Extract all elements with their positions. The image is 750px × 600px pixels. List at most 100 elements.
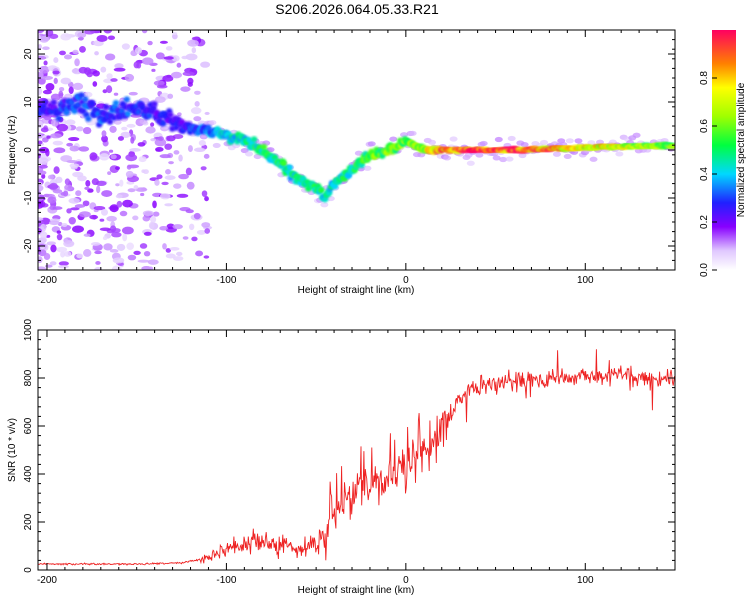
- spectrogram-noise-blob: [116, 200, 123, 208]
- spectrogram-noise-blob: [41, 173, 46, 179]
- spectrogram-noise-blob: [59, 50, 66, 56]
- spectrogram-halo: [367, 141, 376, 147]
- colorbar: 0.0 0.2 0.4 0.6 0.8 Normalized spectral ampl…: [699, 30, 747, 277]
- spectrogram-noise-blob: [89, 214, 99, 220]
- spectrogram-noise-blob: [102, 89, 108, 94]
- spectrogram-noise-blob: [204, 111, 210, 115]
- spectrogram-noise-blob: [115, 183, 120, 187]
- spectrogram-halo: [503, 142, 512, 149]
- snr-series-line: [38, 349, 675, 567]
- spectrogram-noise-blob: [53, 57, 59, 64]
- spectrogram-noise-blob: [161, 181, 169, 186]
- spectrogram-noise-blob: [38, 71, 44, 78]
- snr-x-label: Height of straight line (km): [298, 585, 415, 596]
- spectrogram-noise-blob: [101, 190, 113, 197]
- spectrogram-noise-blob: [129, 148, 141, 152]
- spectrogram-halo: [466, 160, 475, 166]
- spectrogram-noise-blob: [136, 62, 142, 69]
- spectrogram-noise-blob: [148, 266, 154, 270]
- spectrogram-halo: [400, 132, 409, 138]
- spectrogram-noise-blob: [204, 196, 209, 202]
- spectrogram-halo: [505, 156, 514, 162]
- spectrogram-noise-blob: [178, 173, 189, 180]
- spectrogram-noise-blob: [110, 78, 118, 82]
- spectrogram-ridge-cell: [85, 115, 92, 122]
- spectrogram-noise-blob: [78, 36, 84, 41]
- spectrogram-noise-blob: [68, 216, 76, 225]
- spectrogram-noise-blob: [155, 52, 165, 60]
- colorbar-ticks: 0.0 0.2 0.4 0.6 0.8: [699, 71, 717, 277]
- spectrogram-noise-blob: [83, 91, 93, 98]
- spectrogram-noise-blob: [76, 253, 84, 259]
- spectrogram-noise-blob: [148, 221, 155, 230]
- spectrogram-noise-blob: [109, 125, 117, 133]
- spectrogram-halo: [113, 119, 122, 125]
- spectrogram-halo: [540, 139, 549, 146]
- spectrogram-noise-blob: [109, 204, 119, 213]
- spectrogram-noise-blob: [201, 190, 208, 197]
- spectrogram-noise-blob: [53, 77, 58, 84]
- spectrogram-noise-blob: [159, 226, 169, 231]
- spectrogram-y-tick-label: -10: [23, 190, 34, 205]
- spectrogram-halo: [199, 134, 208, 140]
- spectrogram-noise-blob: [49, 261, 57, 266]
- spectrogram-noise-blob: [116, 243, 126, 251]
- spectrogram-noise-blob: [56, 233, 63, 241]
- spectrogram-noise-blob: [126, 242, 135, 250]
- spectrogram-noise-blob: [134, 47, 143, 55]
- spectrogram-x-tick-label: 100: [577, 275, 594, 286]
- spectrogram-noise-blob: [78, 146, 90, 152]
- spectrogram-noise-blob: [143, 169, 149, 175]
- spectrogram-ridge-cell: [205, 124, 212, 131]
- spectrogram-noise-blob: [42, 46, 50, 51]
- spectrogram-ridge-cell: [146, 112, 153, 119]
- spectrogram-noise-blob: [165, 248, 172, 253]
- snr-y-tick-label: 600: [23, 417, 34, 434]
- spectrogram-noise-blob: [84, 30, 95, 35]
- spectrogram-noise-blob: [72, 49, 79, 55]
- spectrogram-noise-blob: [58, 261, 69, 266]
- spectrogram-noise-blob: [187, 77, 194, 85]
- spectrogram-halo: [479, 140, 488, 147]
- spectrogram-noise-blob: [137, 142, 146, 147]
- spectrogram-noise-blob: [78, 211, 91, 218]
- spectrogram-noise-blob: [171, 55, 180, 62]
- spectrogram-noise-blob: [39, 246, 45, 250]
- spectrogram-ridge-cell: [135, 108, 142, 115]
- spectrogram-noise-blob: [60, 191, 67, 196]
- spectrogram-noise-blob: [45, 82, 55, 91]
- spectrogram-noise-blob: [121, 226, 134, 235]
- spectrogram-noise-blob: [61, 222, 68, 228]
- spectrogram-noise-blob: [162, 243, 167, 250]
- chart-title: S206.2026.064.05.33.R21: [275, 1, 439, 17]
- colorbar-tick-label: 0.8: [699, 71, 710, 85]
- spectrogram-noise-blob: [121, 126, 128, 131]
- spectrogram-halo: [193, 116, 202, 122]
- spectrogram-noise-blob: [155, 148, 160, 152]
- spectrogram-noise-blob: [38, 140, 43, 145]
- spectrogram-halo: [212, 142, 221, 149]
- spectrogram-noise-blob: [38, 157, 49, 165]
- spectrogram-noise-blob: [177, 112, 182, 117]
- snr-x-tick-label: -200: [37, 575, 57, 586]
- spectrogram-noise-blob: [187, 39, 199, 47]
- spectrogram-noise-blob: [99, 153, 110, 161]
- spectrogram-noise-blob: [38, 44, 42, 50]
- spectrogram-noise-blob: [71, 68, 78, 74]
- spectrogram-noise-blob: [74, 58, 80, 67]
- spectrogram-halo: [595, 139, 604, 145]
- spectrogram-noise-blob: [72, 225, 84, 233]
- spectrogram-noise-blob: [185, 167, 192, 176]
- spectrogram-noise-blob: [66, 142, 74, 147]
- spectrogram-halo: [507, 135, 516, 142]
- spectrogram-noise-blob: [111, 265, 122, 270]
- snr-y-tick-label: 0: [23, 567, 34, 573]
- spectrogram-noise-blob: [176, 193, 189, 198]
- spectrogram-noise-blob: [143, 231, 152, 236]
- spectrogram-noise-blob: [173, 183, 182, 189]
- spectrogram-ridge-cell: [55, 115, 62, 122]
- spectrogram-halo: [492, 155, 501, 161]
- spectrogram-noise-blob: [198, 140, 206, 147]
- spectrogram-noise-blob: [102, 236, 108, 241]
